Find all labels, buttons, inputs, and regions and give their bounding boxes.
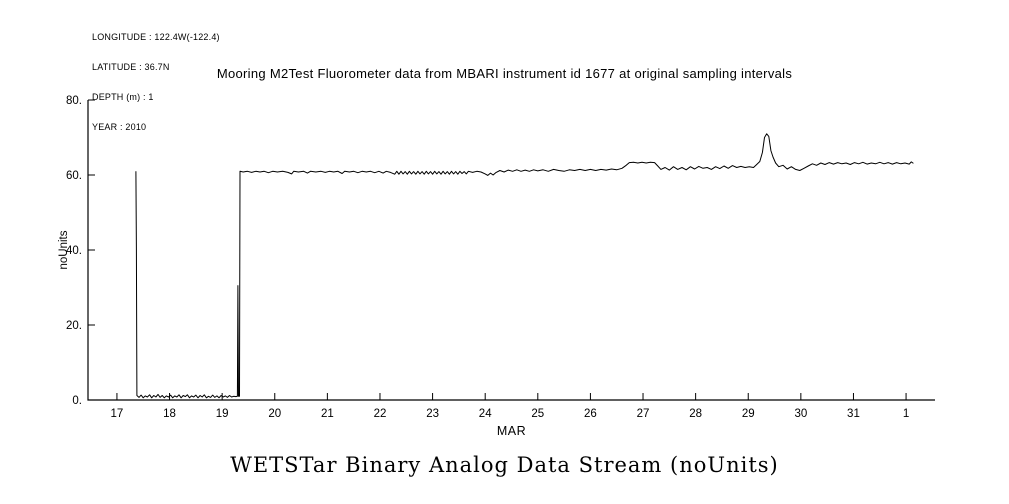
y-tick-label: 40.	[66, 245, 82, 257]
x-tick-label: 22	[374, 408, 387, 420]
x-tick-label: 31	[847, 408, 860, 420]
y-axis-label: noUnits	[58, 230, 70, 270]
meta-depth: DEPTH (m) : 1	[92, 92, 154, 102]
y-tick-label: 20.	[66, 320, 82, 332]
x-tick-label: 26	[584, 408, 597, 420]
station-metadata: LONGITUDE : 122.4W(-122.4) LATITUDE : 36…	[92, 12, 220, 152]
y-tick-label: 60.	[66, 170, 82, 182]
x-tick-label: 28	[689, 408, 702, 420]
meta-latitude: LATITUDE : 36.7N	[92, 62, 170, 72]
x-tick-label: 18	[163, 408, 176, 420]
y-tick-label: 80.	[66, 95, 82, 107]
x-tick-label: 29	[742, 408, 755, 420]
x-tick-label: 19	[216, 408, 229, 420]
figure-caption: WETSTar Binary Analog Data Stream (noUni…	[230, 453, 779, 477]
x-tick-label: 17	[111, 408, 124, 420]
x-axis-label: MAR	[496, 424, 527, 438]
x-tick-label: 20	[268, 408, 281, 420]
x-tick-label: 30	[794, 408, 807, 420]
x-tick-label: 1	[903, 408, 909, 420]
x-tick-label: 21	[321, 408, 334, 420]
x-tick-label: 25	[531, 408, 544, 420]
meta-longitude: LONGITUDE : 122.4W(-122.4)	[92, 32, 220, 42]
x-tick-label: 27	[637, 408, 650, 420]
chart-title: Mooring M2Test Fluorometer data from MBA…	[216, 66, 793, 81]
x-tick-label: 23	[426, 408, 439, 420]
meta-year: YEAR : 2010	[92, 122, 147, 132]
y-tick-label: 0.	[72, 395, 82, 407]
data-series-line	[135, 133, 914, 399]
x-tick-label: 24	[479, 408, 492, 420]
axes	[87, 100, 935, 401]
